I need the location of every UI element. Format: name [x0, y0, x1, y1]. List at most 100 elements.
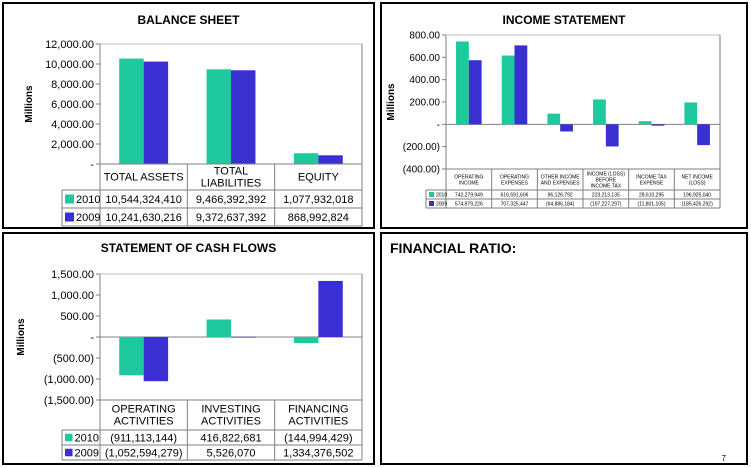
legend-label-2010: 2010: [76, 194, 100, 206]
data-label-2009-2: (64,886,184): [546, 201, 575, 207]
bar-2009-2: [560, 124, 573, 132]
data-label-2009-0: (1,052,594,279): [105, 447, 183, 459]
bar-2009-5: [697, 124, 710, 146]
y-tick-label: 6,000.00: [51, 99, 94, 111]
financial-ratio-title: FINANCIAL RATIO:: [390, 240, 517, 256]
y-tick-label: 8,000.00: [51, 79, 94, 91]
legend-swatch-2009: [429, 201, 434, 206]
cash-flows-chart: STATEMENT OF CASH FLOWS Millions (1,500.00…: [16, 241, 363, 461]
legend-swatch-2010: [65, 194, 74, 204]
chart-title: STATEMENT OF CASH FLOWS: [101, 241, 277, 255]
data-label-2010-0: 10,544,324,410: [105, 194, 181, 206]
data-label-2009-0: 10,241,630,216: [105, 212, 181, 224]
y-tick-label: (400.00): [403, 165, 440, 176]
bar-2010-1: [206, 319, 231, 337]
bar-2010-2: [547, 113, 561, 125]
data-label-2009-1: 707,325,447: [501, 201, 529, 207]
bar-2010-0: [119, 337, 144, 376]
legend-swatch-2010: [65, 433, 73, 442]
bar-2009-0: [143, 337, 169, 382]
y-axis-label: Millions: [24, 85, 35, 123]
bar-2009-2: [318, 280, 343, 337]
bar-2010-3: [593, 99, 606, 125]
balance-sheet-panel: BALANCE SHEET Millions - 2,000.00 4,000.00 6,…: [2, 2, 375, 229]
y-tick-label: 200.00: [409, 98, 440, 109]
data-label-2010-1: 416,822,681: [200, 432, 261, 444]
bar-2009-0: [468, 60, 482, 125]
y-axis-label: Millions: [386, 83, 397, 121]
data-label-2010-1: 616,591,606: [501, 192, 529, 198]
legend-swatch-2010: [429, 192, 434, 197]
data-label-2010-2: 1,077,932,018: [283, 194, 353, 206]
category-label-1: INVESTING ACTIVITIES: [201, 404, 261, 428]
data-label-2010-0: (911,113,144): [110, 432, 177, 444]
bar-2010-0: [456, 41, 469, 125]
data-label-2010-5: 196,925,040: [683, 192, 711, 198]
bar-2010-5: [684, 102, 698, 125]
data-label-2010-4: 28,610,295: [639, 192, 664, 198]
bar-2009-0: [143, 61, 169, 165]
y-tick-label: 4,000.00: [51, 119, 94, 131]
y-tick-label: 500.00: [60, 311, 94, 323]
data-label-2009-1: 5,526,070: [207, 447, 256, 459]
data-label-2010-2: 96,126,792: [548, 192, 573, 198]
category-label-1: TOTAL LIABILITIES: [201, 166, 262, 190]
income-statement-panel: INCOME STATEMENT Millions (400.00) (200.00)…: [380, 2, 748, 229]
bar-2009-1: [231, 70, 256, 164]
legend-label-2009: 2009: [75, 447, 99, 459]
data-label-2009-4: (11,801,105): [638, 201, 666, 207]
bar-2009-3: [605, 124, 619, 147]
y-tick-label: (1,500.00): [44, 395, 94, 407]
financial-ratio-panel: FINANCIAL RATIO: 7: [380, 232, 748, 465]
y-tick-label: (500.00): [53, 353, 94, 365]
category-label-0: OPERATING INCOME: [454, 174, 483, 186]
y-tick-label: 1,000.00: [51, 290, 94, 302]
bar-2009-4: [651, 124, 665, 126]
bar-2010-4: [638, 121, 652, 125]
data-label-2009-0: 574,979,226: [455, 201, 483, 207]
bar-2010-2: [293, 153, 319, 164]
category-label-1: OPERATING EXPENSES: [500, 174, 529, 186]
y-tick-label: -: [90, 332, 94, 344]
bar-2010-2: [293, 337, 319, 344]
bar-2009-1: [514, 45, 528, 125]
bar-2010-1: [501, 55, 515, 125]
category-label-2: FINANCING ACTIVITIES: [288, 404, 349, 428]
y-tick-label: -: [437, 120, 440, 131]
category-label-0: TOTAL ASSETS: [104, 172, 184, 184]
data-label-2009-5: (185,426,292): [682, 201, 713, 207]
legend-label-2010: 2010: [436, 192, 447, 198]
data-label-2009-1: 9,372,637,392: [196, 212, 266, 224]
y-tick-label: 800.00: [409, 31, 440, 42]
y-tick-label: 1,500.00: [51, 269, 94, 281]
y-tick-label: (200.00): [403, 142, 440, 153]
page-mark: 7: [721, 454, 726, 463]
chart-title: INCOME STATEMENT: [503, 13, 627, 27]
category-label-0: OPERATING ACTIVITIES: [112, 404, 176, 428]
chart-title: BALANCE SHEET: [137, 13, 240, 27]
category-label-2: OTHER INCOME AND EXPENSES: [541, 174, 581, 186]
y-tick-label: 400.00: [409, 75, 440, 86]
data-label-2010-3: 223,213,135: [592, 192, 620, 198]
category-label-2: EQUITY: [298, 172, 340, 184]
data-label-2010-0: 742,279,949: [455, 192, 483, 198]
y-tick-label: 10,000.00: [45, 59, 94, 71]
y-tick-label: 12,000.00: [45, 39, 94, 51]
income-statement-chart: INCOME STATEMENT Millions (400.00) (200.00)…: [386, 13, 721, 209]
category-label-4: INCOME TAX EXPENSE: [636, 174, 667, 186]
legend-label-2010: 2010: [75, 432, 99, 444]
y-tick-label: 2,000.00: [51, 139, 94, 151]
category-label-5: NET INCOME (LOSS): [682, 174, 714, 186]
legend-label-2009: 2009: [76, 212, 100, 224]
category-label-3: INCOME (LOSS) BEFORE INCOME TAX: [587, 171, 625, 189]
legend-swatch-2009: [65, 448, 73, 457]
y-tick-label: 600.00: [409, 53, 440, 64]
y-tick-label: (1,000.00): [44, 374, 94, 386]
legend-label-2009: 2009: [436, 201, 447, 207]
bar-2009-1: [231, 336, 256, 338]
data-label-2009-3: (197,227,297): [590, 201, 621, 207]
data-label-2010-2: (144,994,429): [284, 432, 353, 444]
y-axis-label: Millions: [16, 318, 27, 356]
balance-sheet-chart: BALANCE SHEET Millions - 2,000.00 4,000.00 6,…: [24, 13, 363, 227]
data-label-2010-1: 9,466,392,392: [196, 194, 266, 206]
